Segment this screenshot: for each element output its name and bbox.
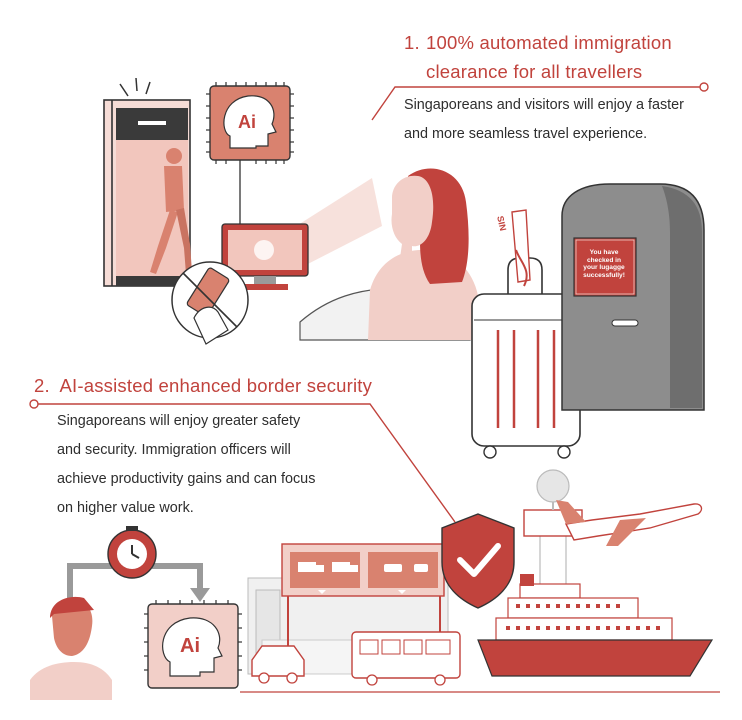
kiosk-icon <box>561 183 705 411</box>
car-icon <box>384 564 428 572</box>
feature-1-description-line1: Singaporeans and visitors will enjoy a f… <box>404 97 684 113</box>
shield-check-icon <box>441 513 515 609</box>
feature-1-description-line2: and more seamless travel experience. <box>404 126 648 142</box>
ai-badge-label-top: Ai <box>238 112 256 132</box>
kiosk-screen-message: You have checked in your lugagge success… <box>578 249 630 279</box>
face-scan-monitor <box>221 178 382 290</box>
connector-line-1 <box>371 82 709 121</box>
feature-1-description: Singaporeans and visitors will enjoy a f… <box>404 91 734 149</box>
no-phone-icon <box>171 261 249 345</box>
immigration-officer <box>30 596 112 700</box>
feature-2-description-line1: Singaporeans will enjoy greater safety <box>57 413 301 429</box>
ai-badge-label-bottom: Ai <box>180 635 200 657</box>
bus-icon <box>351 631 461 686</box>
kiosk-message-line: your lugagge <box>583 264 625 272</box>
traveller-woman <box>299 168 480 341</box>
feature-1-title-line2: clearance for all travellers <box>426 61 643 82</box>
airplane-icon <box>556 500 703 546</box>
feature-1-number: 1. <box>404 32 420 53</box>
feature-2-title: 2. AI-assisted enhanced border security <box>34 375 373 396</box>
car-icon <box>251 645 305 684</box>
ai-head-icon: Ai <box>206 82 294 232</box>
feature-2-description-line2: and security. Immigration officers will <box>57 442 291 458</box>
feature-1-title-line1: 100% automated immigration <box>426 32 672 53</box>
kiosk-message-line: You have <box>589 249 619 256</box>
connector-line-2 <box>29 399 456 523</box>
feature-2-description-line4: on higher value work. <box>57 500 194 516</box>
feature-2-description-line3: achieve productivity gains and can focus <box>57 471 316 487</box>
feature-2-description: Singaporeans will enjoy greater safety a… <box>57 407 357 523</box>
clock-icon <box>107 526 157 579</box>
kiosk-message-line: checked in <box>586 256 622 264</box>
kiosk-message-line: successfully! <box>583 271 625 279</box>
truck-icon <box>298 562 358 572</box>
ai-head-icon: Ai <box>144 600 242 689</box>
ship-icon <box>477 574 714 677</box>
feature-1-title: 1. 100% automated immigration clearance f… <box>404 28 734 86</box>
walking-person <box>150 148 192 274</box>
process-arrow <box>67 563 203 600</box>
